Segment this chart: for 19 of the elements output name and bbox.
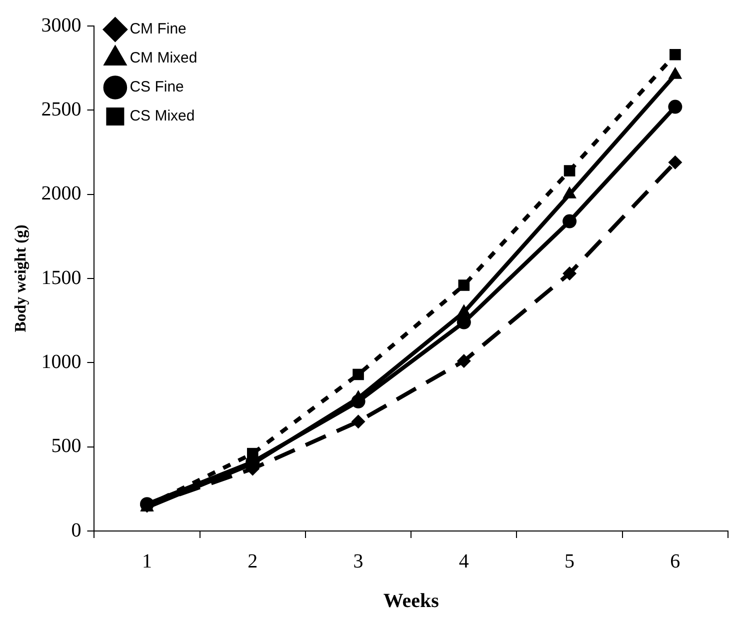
x-tick-label: 3 [353,550,364,572]
y-tick-label: 0 [71,519,82,542]
y-tick-label: 1000 [41,350,82,373]
y-tick-label: 2500 [41,98,82,120]
x-axis-title: Weeks [383,590,440,612]
y-tick-label: 3000 [41,14,82,36]
y-tick-label: 500 [51,435,82,458]
x-tick-label: 4 [458,550,469,572]
y-axis-title: Body weight (g) [12,224,30,332]
legend-label: CS Mixed [130,108,195,125]
legend-label: CM Fine [130,20,186,38]
x-tick-label: 1 [142,550,152,572]
x-tick-label: 2 [248,550,258,572]
x-tick-label: 5 [564,550,575,572]
y-tick-label: 1500 [41,266,82,289]
y-tick-label: 2000 [41,182,82,205]
legend-label: CS Fine [130,78,184,96]
legend-label: CM Mixed [130,50,198,67]
x-tick-label: 6 [670,550,680,572]
